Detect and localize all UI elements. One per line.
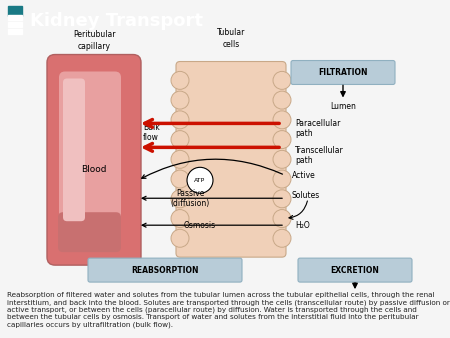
Circle shape — [273, 71, 291, 89]
Text: REABSORPTION: REABSORPTION — [131, 266, 199, 274]
Circle shape — [171, 71, 189, 89]
Bar — [8, 6, 22, 16]
FancyBboxPatch shape — [88, 258, 242, 282]
Circle shape — [171, 130, 189, 149]
Text: Peritubular
capillary: Peritubular capillary — [73, 30, 115, 51]
Text: FILTRATION: FILTRATION — [318, 68, 368, 77]
Text: H₂O: H₂O — [295, 221, 310, 230]
Text: EXCRETION: EXCRETION — [331, 266, 379, 274]
Circle shape — [273, 111, 291, 129]
Circle shape — [171, 91, 189, 109]
Circle shape — [187, 167, 213, 193]
FancyBboxPatch shape — [58, 212, 121, 252]
FancyBboxPatch shape — [59, 72, 121, 248]
FancyBboxPatch shape — [176, 62, 286, 257]
Text: Paracellular
path: Paracellular path — [295, 119, 340, 138]
Text: Lumen: Lumen — [330, 102, 356, 112]
Circle shape — [273, 229, 291, 247]
Bar — [8, 22, 22, 27]
Circle shape — [273, 170, 291, 188]
Circle shape — [273, 150, 291, 168]
Text: Transcellular
path: Transcellular path — [295, 146, 344, 165]
Text: Active: Active — [292, 171, 316, 180]
FancyBboxPatch shape — [63, 78, 85, 221]
Bar — [8, 15, 22, 20]
Circle shape — [171, 150, 189, 168]
Circle shape — [171, 229, 189, 247]
FancyBboxPatch shape — [47, 54, 141, 265]
Circle shape — [171, 190, 189, 208]
Text: Bulk
flow: Bulk flow — [143, 123, 160, 142]
Text: Osmosis: Osmosis — [184, 221, 216, 230]
Text: Blood: Blood — [81, 165, 107, 174]
Circle shape — [273, 190, 291, 208]
Circle shape — [171, 210, 189, 227]
Text: Reabsorption of filtered water and solutes from the tubular lumen across the tub: Reabsorption of filtered water and solut… — [7, 292, 450, 328]
FancyBboxPatch shape — [291, 61, 395, 84]
Text: Kidney Transport: Kidney Transport — [30, 12, 203, 30]
Text: Solutes: Solutes — [292, 191, 320, 200]
FancyBboxPatch shape — [298, 258, 412, 282]
Text: ATP: ATP — [194, 178, 206, 183]
Circle shape — [171, 111, 189, 129]
Circle shape — [273, 130, 291, 149]
Circle shape — [273, 91, 291, 109]
Circle shape — [273, 210, 291, 227]
Bar — [8, 29, 22, 34]
Text: Passive
(diffusion): Passive (diffusion) — [171, 189, 210, 208]
Circle shape — [171, 170, 189, 188]
Text: Tubular
cells: Tubular cells — [217, 28, 245, 49]
